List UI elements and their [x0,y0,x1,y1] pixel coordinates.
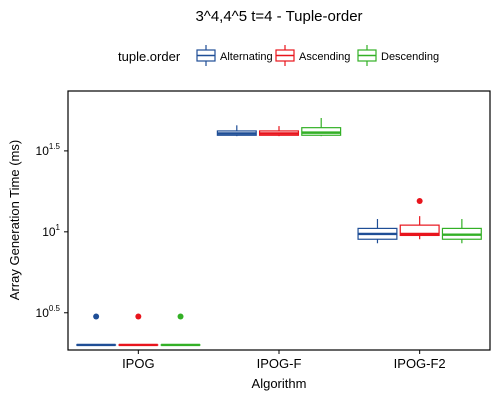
y-axis-label: Array Generation Time (ms) [7,140,22,300]
x-axis-label: Algorithm [252,376,307,391]
legend-items: Alternating Ascending Descending [196,45,439,66]
outlier-point [416,198,423,205]
box-body [399,224,440,237]
legend-item-ascending: Ascending [275,45,350,66]
box-alternating-ipog-f2 [357,219,398,244]
legend-key-alternating [196,45,216,66]
legend: tuple.order Alternating Ascending Descendi… [118,45,439,66]
chart-title: 3^4,4^5 t=4 - Tuple-order [195,8,362,25]
y-tick-label-0: 100.5 [36,304,61,320]
box-ascending-ipog-f [258,126,300,137]
legend-title: tuple.order [118,49,181,64]
outlier-point [177,313,184,320]
box-ascending-ipog [118,313,159,347]
legend-key-descending [357,45,377,66]
y-tick-label-1: 101 [42,223,60,239]
outlier-point [93,313,100,320]
legend-label-alternating: Alternating [220,51,273,63]
box-groups [76,117,482,347]
box-ascending-ipog-f2 [399,198,440,240]
x-tick-label-ipog: IPOG [122,356,155,371]
legend-item-descending: Descending [357,45,439,66]
box-descending-ipog-f2 [441,219,482,244]
legend-label-ascending: Ascending [299,51,350,63]
outlier-point [135,313,142,320]
box-alternating-ipog-f [216,125,257,137]
legend-key-ascending [275,45,295,66]
x-tick-label-ipog-f: IPOG-F [257,356,302,371]
legend-label-descending: Descending [381,51,439,63]
legend-item-alternating: Alternating [196,45,273,66]
box-descending-ipog-f [301,117,342,137]
x-axis: IPOG IPOG-F IPOG-F2 [122,350,446,371]
y-axis: 100.5 101 101.5 [36,142,68,320]
x-tick-label-ipog-f2: IPOG-F2 [394,356,446,371]
box-descending-ipog [160,313,201,347]
box-alternating-ipog [76,313,117,347]
y-tick-label-2: 101.5 [36,142,61,158]
